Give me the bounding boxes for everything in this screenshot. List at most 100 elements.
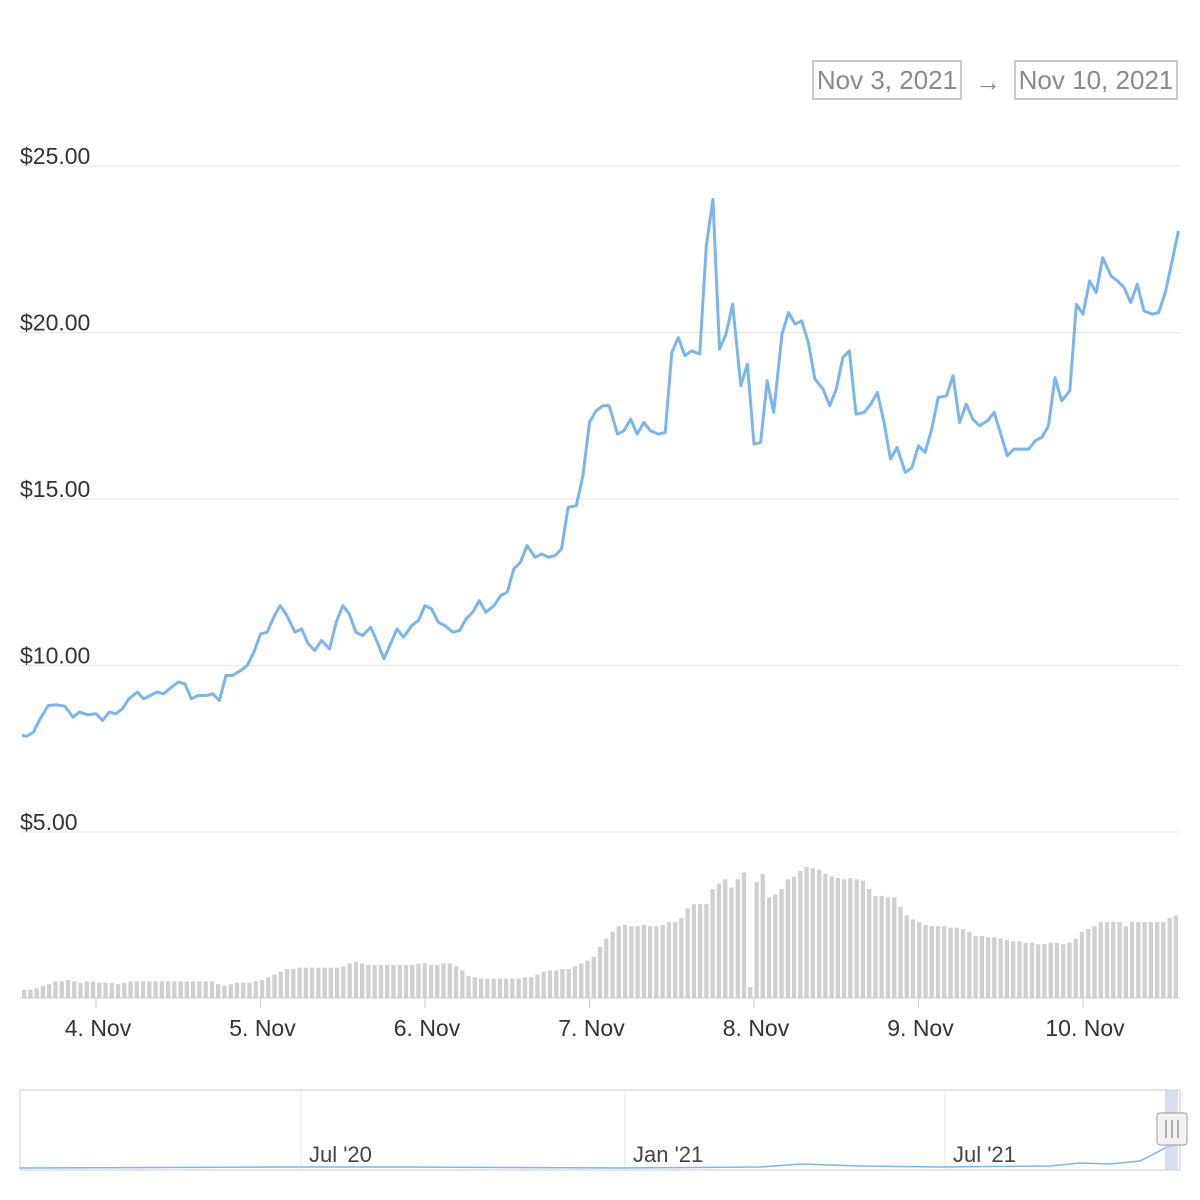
- volume-bar: [222, 985, 227, 998]
- volume-bar: [998, 938, 1003, 998]
- volume-bar: [1061, 944, 1066, 998]
- volume-bar: [153, 981, 158, 998]
- volume-bar: [842, 879, 847, 998]
- volume-bar: [1054, 942, 1060, 998]
- volume-bar: [422, 963, 427, 998]
- volume-bar: [122, 982, 127, 998]
- volume-bar: [1086, 929, 1091, 998]
- volume-bar: [97, 982, 102, 998]
- volume-bar: [47, 984, 52, 998]
- volume-bar: [1079, 931, 1085, 998]
- volume-bar: [597, 946, 603, 998]
- volume-bar: [892, 897, 897, 998]
- volume-bar: [228, 984, 233, 998]
- navigator-label: Jul '21: [953, 1142, 1016, 1167]
- volume-bar: [1173, 915, 1178, 998]
- volume-bar: [1011, 941, 1016, 998]
- volume-bar: [1042, 944, 1047, 998]
- volume-bar: [685, 908, 690, 998]
- volume-bar: [378, 964, 384, 998]
- volume-bar: [184, 981, 189, 998]
- date-range-arrow: →: [975, 67, 1001, 97]
- volume-bar: [873, 895, 878, 998]
- volume-bar: [791, 876, 797, 998]
- volume-bar: [178, 981, 183, 998]
- y-tick-label: $15.00: [20, 476, 90, 502]
- volume-bar: [773, 894, 778, 998]
- volume-bar: [566, 969, 571, 998]
- volume-bar: [710, 889, 715, 998]
- volume-bar: [1048, 942, 1053, 998]
- volume-bar: [485, 978, 490, 998]
- volume-bar: [1029, 942, 1035, 998]
- volume-bar: [241, 982, 246, 998]
- volume-bar: [610, 931, 615, 998]
- volume-bar: [1092, 926, 1097, 998]
- volume-bar: [303, 967, 308, 998]
- volume-bar: [341, 966, 346, 998]
- volume-bar: [973, 935, 978, 998]
- volume-bar: [560, 969, 565, 998]
- volume-bar: [960, 929, 966, 998]
- volume-bar: [172, 981, 177, 998]
- volume-bar: [785, 879, 790, 998]
- navigator[interactable]: Jul '20 Jan '21 Jul '21: [19, 1089, 1188, 1171]
- y-axis-labels: $25.00 $20.00 $15.00 $10.00 $5.00: [20, 143, 90, 835]
- volume-bar: [929, 926, 934, 998]
- volume-bar: [84, 981, 89, 998]
- volume-bar: [1067, 942, 1072, 998]
- volume-bar: [948, 927, 953, 998]
- volume-bar: [372, 964, 377, 998]
- volume-bar: [1004, 940, 1009, 998]
- volume-bar: [879, 895, 884, 998]
- volume-bar: [403, 964, 409, 998]
- volume-bar: [604, 938, 609, 998]
- volume-bar: [591, 956, 596, 998]
- volume-bar: [353, 962, 359, 998]
- date-range-from-input[interactable]: Nov 3, 2021: [812, 60, 962, 100]
- volume-bar: [585, 960, 590, 998]
- date-range-to-input[interactable]: Nov 10, 2021: [1014, 60, 1178, 100]
- volume-bar: [360, 963, 365, 998]
- volume-bar: [622, 924, 628, 998]
- x-tick-label: 10. Nov: [1045, 1015, 1125, 1041]
- volume-bar: [647, 926, 653, 998]
- volume-bar: [823, 873, 828, 998]
- volume-bar: [72, 981, 77, 998]
- navigator-frame: [19, 1089, 1181, 1171]
- volume-bar: [466, 975, 471, 998]
- y-tick-label: $10.00: [20, 643, 90, 669]
- volume-bar: [78, 982, 83, 998]
- volume-bar: [572, 966, 578, 998]
- volume-bar: [748, 987, 753, 998]
- navigator-label: Jan '21: [633, 1142, 703, 1167]
- volume-bar: [579, 963, 584, 998]
- volume-bar: [629, 926, 634, 998]
- volume-bar: [917, 922, 922, 998]
- x-tick-label: 5. Nov: [229, 1015, 296, 1041]
- volume-bar: [291, 969, 296, 998]
- volume-bar: [1161, 922, 1166, 998]
- volume-bar: [478, 978, 484, 998]
- volume-bar: [1098, 922, 1103, 998]
- volume-bar: [854, 879, 859, 998]
- volume-bar: [1104, 922, 1110, 998]
- volume-bar: [247, 982, 252, 998]
- volume-bar: [428, 964, 434, 998]
- x-tick-label: 4. Nov: [65, 1015, 132, 1041]
- volume-bar: [510, 978, 515, 998]
- volume-bar: [716, 883, 722, 998]
- volume-bar: [835, 877, 840, 998]
- volume-bar: [779, 889, 784, 998]
- volume-bar: [660, 924, 665, 998]
- volume-bar: [1129, 922, 1135, 998]
- volume-bar: [1155, 922, 1160, 998]
- volume-bar: [115, 984, 121, 998]
- volume-bar: [979, 935, 984, 998]
- volume-bar: [942, 926, 947, 998]
- volume-bar: [34, 988, 39, 998]
- volume-bar: [278, 971, 283, 998]
- volume-bar: [322, 967, 327, 998]
- price-series: [21, 197, 1180, 738]
